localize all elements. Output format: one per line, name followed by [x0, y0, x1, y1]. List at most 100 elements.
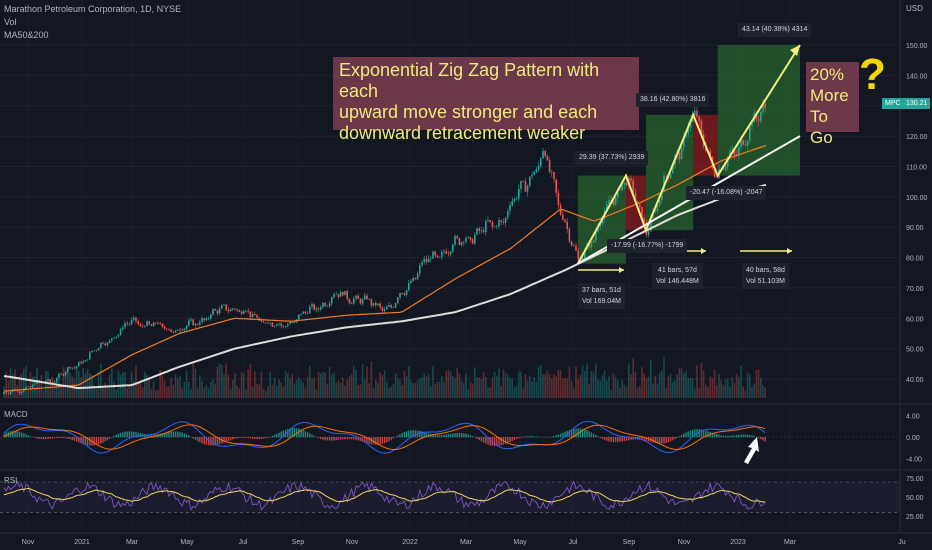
- volume-bar: [16, 385, 18, 398]
- candle-body: [687, 127, 689, 134]
- candle-body: [62, 374, 65, 376]
- macd-histogram-bar: [436, 434, 439, 438]
- macd-histogram-bar: [383, 437, 386, 444]
- macd-histogram-bar: [372, 437, 375, 445]
- volume-bar: [247, 369, 249, 398]
- candle-body: [546, 156, 549, 161]
- candle-body: [260, 320, 263, 322]
- macd-histogram-bar: [749, 434, 751, 438]
- volume-bar: [181, 388, 183, 398]
- candle-body: [183, 328, 186, 331]
- candle-body: [58, 373, 60, 379]
- macd-histogram-bar: [753, 436, 755, 438]
- volume-bar: [364, 379, 366, 398]
- candle-body: [399, 292, 401, 298]
- macd-histogram-bar: [683, 433, 685, 438]
- volume-bar: [485, 377, 487, 398]
- volume-bar: [27, 388, 29, 398]
- candle-body: [104, 343, 106, 346]
- macd-histogram-bar: [342, 437, 344, 440]
- candle-body: [144, 325, 146, 327]
- volume-bar: [566, 378, 568, 398]
- candle-body: [632, 180, 634, 193]
- macd-histogram-bar: [507, 437, 509, 444]
- candle-body: [392, 307, 395, 309]
- candle-body: [199, 322, 201, 325]
- annotation-line: To Go: [810, 107, 833, 147]
- volume-bar: [188, 381, 190, 398]
- candle-body: [465, 238, 467, 242]
- volume-bar: [342, 377, 344, 398]
- candle-body: [469, 237, 472, 240]
- volume-bar: [309, 365, 311, 398]
- volume-bar: [557, 369, 560, 398]
- macd-histogram-bar: [172, 431, 175, 438]
- volume-bar: [441, 376, 443, 398]
- candle-body: [568, 228, 571, 242]
- volume-bar: [463, 383, 465, 398]
- range-bars: 37 bars, 51d: [582, 287, 621, 294]
- candle-body: [727, 156, 729, 167]
- candle-body: [724, 166, 727, 170]
- candle-body: [755, 112, 758, 120]
- volume-bar: [408, 366, 410, 398]
- volume-bar: [141, 387, 144, 398]
- candle-body: [139, 324, 142, 326]
- macd-histogram-bar: [227, 437, 230, 441]
- macd-histogram-bar: [438, 434, 441, 438]
- volume-bar: [515, 385, 518, 398]
- macd-histogram-bar: [375, 437, 377, 445]
- macd-histogram-bar: [711, 432, 714, 438]
- macd-histogram-bar: [300, 429, 302, 438]
- price-tick: 60.00: [906, 316, 924, 323]
- candle-body: [592, 240, 595, 243]
- macd-histogram-bar: [361, 437, 364, 442]
- volume-bar: [403, 370, 406, 398]
- volume-bar: [214, 383, 216, 398]
- candle-body: [709, 151, 711, 157]
- candle-body: [102, 342, 104, 344]
- volume-bar: [75, 367, 78, 398]
- up-arrow-icon: [744, 437, 759, 464]
- volume-bar: [86, 368, 89, 398]
- macd-histogram-bar: [350, 437, 353, 440]
- volume-bar: [392, 383, 395, 398]
- candle-body: [491, 221, 494, 227]
- macd-histogram-bar: [177, 431, 179, 438]
- candle-body: [614, 197, 617, 205]
- macd-histogram-bar: [551, 436, 553, 438]
- candle-body: [636, 201, 639, 205]
- macd-histogram-bar: [14, 430, 16, 438]
- macd-histogram-bar: [698, 429, 700, 438]
- candle-body: [610, 200, 612, 201]
- macd-histogram-bar: [586, 430, 588, 438]
- macd-histogram-bar: [467, 434, 469, 438]
- candle-body: [386, 306, 388, 310]
- candle-body: [106, 342, 109, 346]
- volume-bar: [496, 375, 498, 398]
- candle-body: [313, 304, 315, 310]
- macd-histogram-bar: [368, 437, 370, 444]
- volume-bar: [720, 380, 722, 398]
- macd-histogram-bar: [412, 430, 414, 438]
- candle-body: [3, 392, 5, 395]
- volume-bar: [293, 383, 296, 398]
- macd-histogram-bar: [161, 433, 164, 438]
- macd-histogram-bar: [564, 431, 566, 438]
- macd-histogram-bar: [592, 433, 595, 438]
- macd-histogram-bar: [60, 437, 62, 438]
- macd-histogram-bar: [487, 437, 489, 445]
- volume-bar: [126, 388, 128, 398]
- macd-histogram-bar: [621, 437, 623, 442]
- candle-body: [738, 147, 740, 156]
- macd-histogram-bar: [469, 435, 472, 438]
- macd-histogram-bar: [601, 437, 604, 440]
- macd-histogram-bar: [49, 437, 51, 439]
- volume-bar: [210, 382, 212, 398]
- candle-body: [584, 249, 586, 259]
- volume-bar: [634, 371, 637, 398]
- macd-histogram-bar: [115, 434, 117, 438]
- volume-bar: [667, 376, 670, 398]
- volume-bar: [20, 373, 23, 398]
